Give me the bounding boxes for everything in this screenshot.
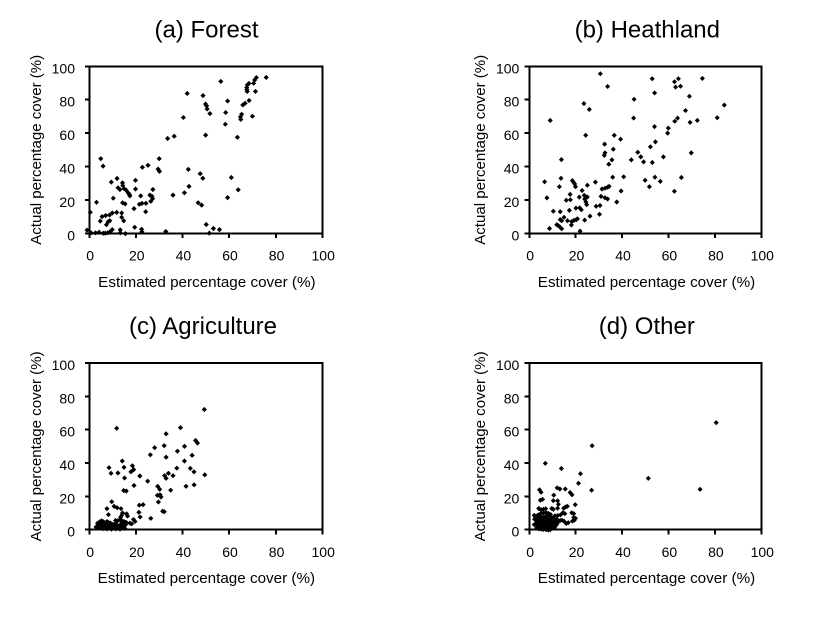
svg-text:Estimated percentage cover (%): Estimated percentage cover (%) bbox=[538, 274, 755, 291]
svg-text:60: 60 bbox=[59, 127, 75, 143]
svg-text:Actual percentage cover (%): Actual percentage cover (%) bbox=[472, 351, 489, 541]
svg-text:(d) Other: (d) Other bbox=[599, 313, 695, 340]
svg-text:20: 20 bbox=[129, 544, 145, 560]
svg-text:100: 100 bbox=[312, 248, 336, 264]
svg-text:80: 80 bbox=[59, 390, 75, 406]
svg-text:0: 0 bbox=[86, 248, 94, 264]
svg-text:(a) Forest: (a) Forest bbox=[154, 16, 258, 43]
svg-text:40: 40 bbox=[615, 544, 631, 560]
svg-text:60: 60 bbox=[504, 424, 520, 440]
svg-text:20: 20 bbox=[569, 544, 585, 560]
svg-text:0: 0 bbox=[67, 227, 75, 243]
svg-text:80: 80 bbox=[504, 94, 520, 110]
svg-text:Estimated percentage cover (%): Estimated percentage cover (%) bbox=[98, 274, 315, 291]
svg-text:60: 60 bbox=[504, 127, 520, 143]
svg-text:Estimated percentage cover (%): Estimated percentage cover (%) bbox=[538, 570, 755, 587]
svg-text:80: 80 bbox=[269, 248, 285, 264]
svg-text:40: 40 bbox=[176, 544, 192, 560]
svg-text:0: 0 bbox=[512, 524, 520, 540]
svg-text:60: 60 bbox=[662, 248, 678, 264]
svg-text:20: 20 bbox=[504, 194, 520, 210]
svg-text:(c) Agriculture: (c) Agriculture bbox=[129, 313, 277, 340]
svg-text:0: 0 bbox=[526, 544, 534, 560]
svg-text:0: 0 bbox=[526, 248, 534, 264]
svg-text:40: 40 bbox=[176, 248, 192, 264]
svg-text:60: 60 bbox=[222, 248, 238, 264]
svg-text:Actual percentage cover (%): Actual percentage cover (%) bbox=[28, 55, 45, 245]
svg-text:80: 80 bbox=[269, 544, 285, 560]
svg-text:20: 20 bbox=[569, 248, 585, 264]
svg-text:100: 100 bbox=[751, 248, 775, 264]
svg-text:Actual percentage cover (%): Actual percentage cover (%) bbox=[472, 55, 489, 245]
svg-text:40: 40 bbox=[615, 248, 631, 264]
svg-text:40: 40 bbox=[59, 457, 75, 473]
svg-text:40: 40 bbox=[504, 457, 520, 473]
svg-text:60: 60 bbox=[222, 544, 238, 560]
svg-text:80: 80 bbox=[59, 94, 75, 110]
svg-text:100: 100 bbox=[496, 60, 520, 76]
svg-text:60: 60 bbox=[662, 544, 678, 560]
svg-text:80: 80 bbox=[708, 248, 724, 264]
svg-text:0: 0 bbox=[512, 227, 520, 243]
svg-text:100: 100 bbox=[52, 60, 76, 76]
svg-text:Estimated percentage cover (%): Estimated percentage cover (%) bbox=[98, 570, 315, 587]
svg-text:40: 40 bbox=[504, 161, 520, 177]
svg-text:100: 100 bbox=[496, 357, 520, 373]
svg-text:100: 100 bbox=[751, 544, 775, 560]
svg-text:100: 100 bbox=[312, 544, 336, 560]
svg-text:20: 20 bbox=[59, 194, 75, 210]
svg-text:60: 60 bbox=[59, 424, 75, 440]
svg-text:Actual percentage cover (%): Actual percentage cover (%) bbox=[28, 351, 45, 541]
svg-text:100: 100 bbox=[52, 357, 76, 373]
svg-text:80: 80 bbox=[708, 544, 724, 560]
svg-text:20: 20 bbox=[59, 490, 75, 506]
svg-text:80: 80 bbox=[504, 390, 520, 406]
svg-text:0: 0 bbox=[86, 544, 94, 560]
svg-text:40: 40 bbox=[59, 161, 75, 177]
svg-text:20: 20 bbox=[504, 490, 520, 506]
svg-text:0: 0 bbox=[67, 524, 75, 540]
svg-text:20: 20 bbox=[129, 248, 145, 264]
svg-text:(b) Heathland: (b) Heathland bbox=[575, 16, 720, 43]
